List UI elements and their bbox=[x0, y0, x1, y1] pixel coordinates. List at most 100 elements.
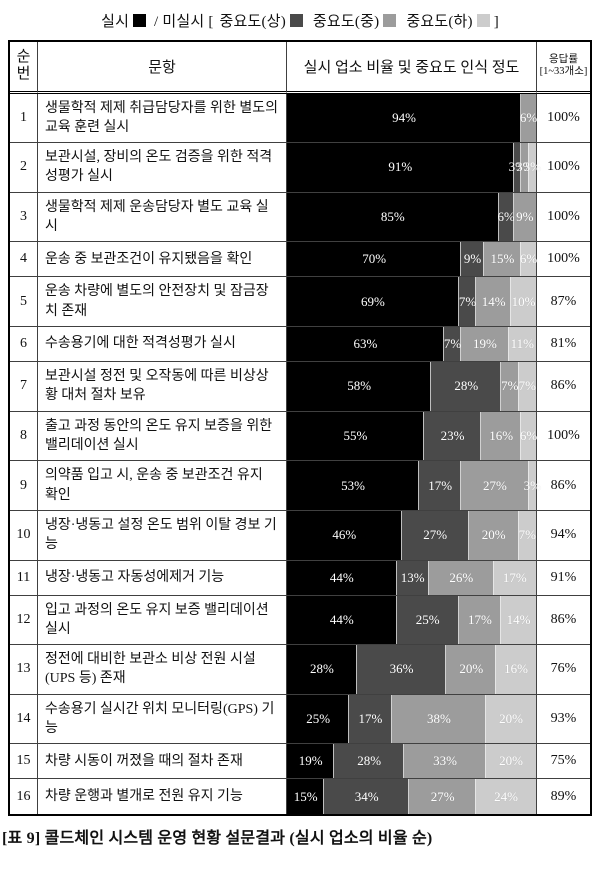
stacked-bar: 25% 17% 38% 20% bbox=[287, 694, 536, 744]
bar-segment-value: 16% bbox=[504, 661, 528, 677]
stacked-bar: 53% 17% 27% 3% bbox=[287, 461, 541, 510]
bar-segment-value: 55% bbox=[343, 427, 368, 443]
question-text: 보관시설 정전 및 오작동에 따른 비상상황 대처 절차 보유 bbox=[38, 362, 287, 412]
bar-segment-value: 28% bbox=[357, 753, 382, 769]
response-rate: 100% bbox=[537, 94, 590, 144]
question-text: 생물학적 제제 운송담당자 별도 교육 실시 bbox=[38, 192, 287, 243]
response-rate: 100% bbox=[537, 143, 590, 193]
bar-segment-high: 28% bbox=[431, 362, 502, 411]
stacked-bar-cell: 70% 9% 15% 6% bbox=[287, 242, 537, 278]
bar-segment-value: 17% bbox=[358, 711, 383, 727]
bar-segment-value: 14% bbox=[506, 611, 531, 627]
bar-segment-implemented: 91% bbox=[287, 143, 514, 192]
bar-segment-low: 3% bbox=[524, 143, 541, 192]
bar-segment-value: 34% bbox=[354, 788, 379, 804]
question-text: 출고 과정 동안의 온도 유지 보증을 위한 밸리데이션 실시 bbox=[38, 411, 287, 462]
response-rate: 94% bbox=[537, 511, 590, 561]
survey-results-table: 순번 문항 실시 업소 비율 및 중요도 인식 정도 응답률[1~33개소] 1… bbox=[8, 40, 592, 817]
bar-segment-low: 20% bbox=[486, 694, 536, 744]
row-number: 3 bbox=[10, 192, 38, 243]
bar-segment-implemented: 63% bbox=[287, 327, 444, 361]
legend-importance-items: 중요도(상) 중요도(중) 중요도(하) bbox=[214, 14, 494, 30]
bar-segment-value: 63% bbox=[353, 336, 378, 351]
question-text: 차량 운행과 별개로 전원 유지 기능 bbox=[38, 779, 287, 815]
implemented-swatch-icon bbox=[133, 14, 147, 27]
bar-segment-implemented: 85% bbox=[287, 192, 499, 242]
question-text: 의약품 입고 시, 운송 중 보관조건 유지 확인 bbox=[38, 461, 287, 511]
response-rate: 86% bbox=[537, 461, 590, 511]
stacked-bar-cell: 53% 17% 27% 3% bbox=[287, 461, 541, 511]
bar-segment-value: 23% bbox=[440, 427, 465, 443]
row-number: 12 bbox=[10, 595, 38, 646]
bar-segment-value: 38% bbox=[426, 711, 451, 727]
bar-segment-value: 19% bbox=[298, 753, 323, 769]
bar-segment-value: 17% bbox=[502, 569, 527, 585]
bar-segment-low: 7% bbox=[518, 510, 536, 560]
bar-segment-low: 6% bbox=[520, 411, 537, 461]
legend-item-label: 중요도(중) bbox=[312, 14, 380, 30]
bar-segment-value: 33% bbox=[433, 753, 458, 769]
question-text: 냉장·냉동고 설정 온도 범위 이탈 경보 기능 bbox=[38, 510, 287, 561]
bar-segment-high: 36% bbox=[356, 645, 447, 694]
bar-segment-low: 17% bbox=[493, 560, 536, 595]
stacked-bar-cell: 19% 28% 33% 20% bbox=[287, 744, 537, 780]
stacked-bar-cell: 55% 23% 16% 6% bbox=[287, 411, 537, 462]
bar-segment-mid: 20% bbox=[446, 645, 497, 694]
response-rate: 89% bbox=[550, 788, 577, 804]
bar-segment-implemented: 25% bbox=[287, 694, 350, 744]
stacked-bar-cell: 69% 7% 14% 10% bbox=[287, 277, 537, 327]
bar-segment-value: 17% bbox=[428, 477, 453, 493]
bar-segment-value: 14% bbox=[481, 293, 506, 309]
bar-segment-implemented: 28% bbox=[287, 645, 357, 694]
bar-segment-high: 17% bbox=[349, 694, 392, 744]
bar-segment-mid: 7% bbox=[501, 362, 519, 411]
bar-segment-value: 94% bbox=[392, 109, 416, 125]
bar-segment-implemented: 19% bbox=[287, 744, 335, 779]
row-number: 6 bbox=[10, 327, 38, 362]
bar-segment-value: 46% bbox=[332, 527, 357, 543]
bar-segment-implemented: 58% bbox=[287, 362, 432, 411]
bar-segment-value: 85% bbox=[380, 209, 405, 225]
bar-segment-implemented: 44% bbox=[287, 560, 397, 595]
high-swatch-icon bbox=[289, 14, 303, 27]
response-rate: 86% bbox=[537, 596, 590, 646]
stacked-bar: 58% 28% 7% 7% bbox=[287, 362, 536, 411]
response-rate: 100% bbox=[537, 242, 590, 278]
bar-segment-high: 23% bbox=[423, 411, 482, 461]
bar-segment-implemented: 55% bbox=[287, 411, 424, 461]
row-number: 16 bbox=[10, 779, 38, 815]
bar-segment-value: 26% bbox=[449, 569, 474, 585]
bar-segment-value: 13% bbox=[400, 569, 425, 585]
stacked-bar: 63% 7% 19% 11% bbox=[287, 327, 536, 361]
bar-segment-value: 44% bbox=[329, 611, 354, 627]
bar-segment-value: 3% bbox=[523, 477, 541, 493]
question-text: 입고 과정의 온도 유지 보증 밸리데이션 실시 bbox=[38, 595, 287, 646]
stacked-bar: 46% 27% 20% 7% bbox=[287, 510, 536, 560]
bar-segment-mid: 27% bbox=[461, 461, 529, 510]
bar-segment-low: 3% bbox=[524, 461, 541, 510]
response-rate: 93% bbox=[537, 695, 590, 745]
bar-segment-value: 53% bbox=[341, 477, 365, 493]
bar-segment-mid: 6% bbox=[520, 93, 537, 143]
row-number: 15 bbox=[10, 744, 38, 780]
response-rate: 76% bbox=[537, 645, 590, 695]
row-number: 9 bbox=[10, 461, 38, 511]
bar-segment-value: 91% bbox=[388, 159, 413, 175]
bar-segment-implemented: 46% bbox=[287, 510, 402, 560]
low-swatch-icon bbox=[476, 14, 490, 27]
stacked-bar: 70% 9% 15% 6% bbox=[287, 242, 537, 277]
legend-bracket-close: ] bbox=[493, 14, 499, 30]
bar-segment-high: 17% bbox=[418, 461, 462, 510]
bar-segment-value: 17% bbox=[468, 611, 492, 627]
bar-segment-value: 3% bbox=[523, 159, 541, 175]
bar-segment-mid: 33% bbox=[404, 744, 487, 779]
mid-swatch-icon bbox=[383, 14, 397, 27]
bar-segment-high: 6% bbox=[497, 192, 515, 242]
header-no: 순번 bbox=[10, 42, 38, 94]
bar-segment-high: 34% bbox=[324, 779, 409, 815]
stacked-bar: 19% 28% 33% 20% bbox=[287, 744, 536, 779]
row-number: 8 bbox=[10, 411, 38, 462]
bar-segment-high: 7% bbox=[458, 277, 477, 326]
bar-segment-value: 20% bbox=[499, 711, 523, 727]
